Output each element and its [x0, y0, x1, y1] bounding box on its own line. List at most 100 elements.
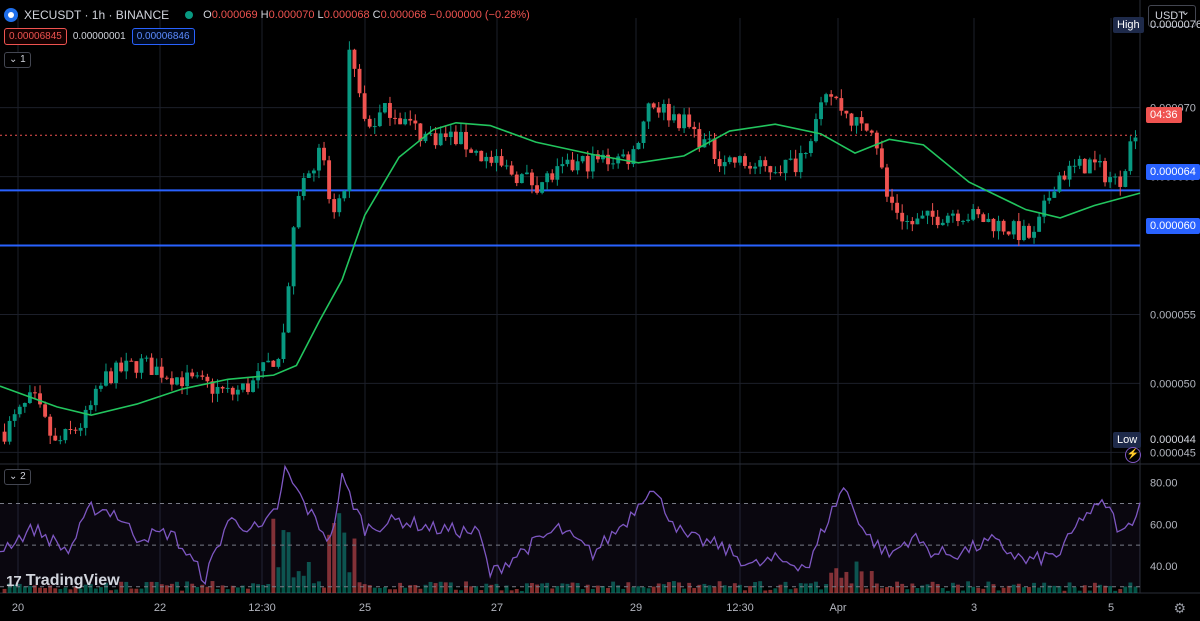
- tradingview-logo: 17 TradingView: [6, 572, 120, 590]
- pane-1-toggle[interactable]: ⌄ 1: [4, 52, 31, 68]
- candle-body-145: [737, 156, 742, 163]
- candle-body-185: [940, 222, 945, 226]
- volume-bar-103: [524, 583, 529, 593]
- candle-body-129: [656, 107, 661, 113]
- time-tick-label-3: 25: [359, 602, 371, 614]
- volume-bar-56: [286, 532, 291, 593]
- buy-button[interactable]: 0.00006846: [131, 28, 195, 45]
- candle-body-66: [337, 198, 342, 213]
- volume-bar-172: [874, 583, 879, 593]
- volume-bar-106: [540, 583, 545, 593]
- volume-bar-187: [950, 582, 955, 593]
- candle-body-23: [119, 362, 124, 372]
- candle-body-100: [509, 165, 514, 175]
- currency-select[interactable]: USDT: [1148, 2, 1196, 27]
- symbol-title[interactable]: XECUSDT · 1h · BINANCE: [24, 8, 170, 22]
- pane-2-toggle[interactable]: ⌄ 2: [4, 469, 31, 485]
- volume-bar-47: [240, 585, 245, 593]
- candle-body-115: [585, 156, 590, 172]
- candle-body-157: [798, 153, 803, 173]
- volume-bar-50: [256, 584, 261, 593]
- candle-body-134: [682, 114, 687, 129]
- volume-bar-51: [261, 584, 266, 593]
- candle-body-193: [981, 214, 986, 223]
- volume-bar-138: [702, 583, 707, 593]
- volume-bar-197: [1001, 587, 1006, 593]
- volume-bar-129: [656, 583, 661, 593]
- candle-body-217: [1103, 161, 1107, 183]
- volume-bar-16: [83, 584, 88, 593]
- candle-body-164: [834, 96, 839, 99]
- candle-body-207: [1052, 191, 1057, 198]
- volume-bar-95: [484, 583, 489, 593]
- volume-bar-151: [768, 589, 773, 593]
- market-status-icon: [185, 11, 194, 19]
- candle-body-45: [230, 387, 235, 395]
- candle-body-81: [413, 120, 418, 124]
- volume-bar-211: [1072, 587, 1077, 593]
- volume-bar-169: [859, 571, 864, 593]
- coin-icon: [4, 8, 18, 22]
- volume-bar-80: [408, 585, 413, 593]
- volume-bar-156: [793, 588, 798, 593]
- volume-bar-70: [357, 582, 362, 593]
- volume-bar-170: [864, 588, 869, 593]
- volume-bar-105: [535, 584, 539, 593]
- candle-body-111: [565, 159, 570, 165]
- volume-bar-9: [48, 585, 53, 593]
- gear-icon[interactable]: ⚙: [1173, 600, 1186, 616]
- candle-body-33: [169, 378, 174, 385]
- volume-bar-102: [519, 590, 524, 593]
- volume-bar-200: [1016, 583, 1021, 593]
- volume-bar-30: [154, 581, 159, 593]
- candle-body-172: [874, 132, 879, 149]
- pane-1-label: 1: [20, 54, 26, 65]
- candle-body-215: [1092, 159, 1097, 163]
- high-value-label: 0.0000076: [1150, 19, 1200, 31]
- level-lower-label[interactable]: 0.000060: [1146, 218, 1200, 234]
- candle-body-53: [271, 360, 276, 367]
- volume-bar-216: [1098, 584, 1102, 593]
- volume-bar-79: [403, 587, 408, 593]
- volume-bar-19: [98, 587, 103, 593]
- tradingview-icon: 17: [6, 572, 22, 590]
- volume-bar-84: [428, 581, 433, 593]
- volume-bar-145: [737, 584, 742, 593]
- sell-button[interactable]: 0.00006845: [4, 28, 67, 45]
- volume-bar-193: [981, 588, 986, 593]
- candle-body-34: [175, 377, 179, 385]
- volume-bar-21: [109, 590, 113, 593]
- volume-bar-111: [565, 583, 570, 593]
- candle-body-189: [961, 220, 965, 222]
- lightning-icon[interactable]: ⚡: [1125, 447, 1141, 463]
- candle-body-176: [895, 202, 900, 213]
- volume-bar-28: [144, 582, 149, 593]
- level-upper-label[interactable]: 0.000064: [1146, 164, 1200, 180]
- volume-bar-63: [322, 587, 326, 593]
- candle-body-116: [590, 154, 595, 172]
- candle-body-25: [129, 360, 134, 362]
- horizontal-levels[interactable]: [0, 134, 1140, 247]
- candle-body-48: [246, 383, 250, 392]
- candle-body-171: [869, 130, 874, 133]
- candle-body-119: [606, 154, 610, 165]
- candle-body-97: [494, 156, 499, 163]
- symbol-header: XECUSDT · 1h · BINANCE O0.000069 H0.0000…: [4, 6, 530, 24]
- volume-bar-140: [712, 586, 717, 593]
- rsi-tick-label-2: 40.00: [1150, 561, 1178, 573]
- pane-2-label: 2: [20, 471, 26, 482]
- volume-bar-76: [388, 589, 392, 593]
- candle-body-209: [1062, 175, 1067, 180]
- candle-body-197: [1001, 220, 1006, 232]
- candle-body-60: [306, 173, 311, 178]
- candle-body-165: [839, 98, 844, 111]
- candle-body-159: [808, 141, 813, 153]
- time-tick-label-5: 29: [630, 602, 642, 614]
- candle-body-95: [484, 156, 489, 162]
- candle-body-29: [149, 357, 154, 375]
- candle-body-137: [697, 129, 702, 148]
- candle-body-132: [672, 114, 676, 121]
- volume-bar-11: [58, 589, 63, 593]
- volume-bar-62: [317, 581, 321, 593]
